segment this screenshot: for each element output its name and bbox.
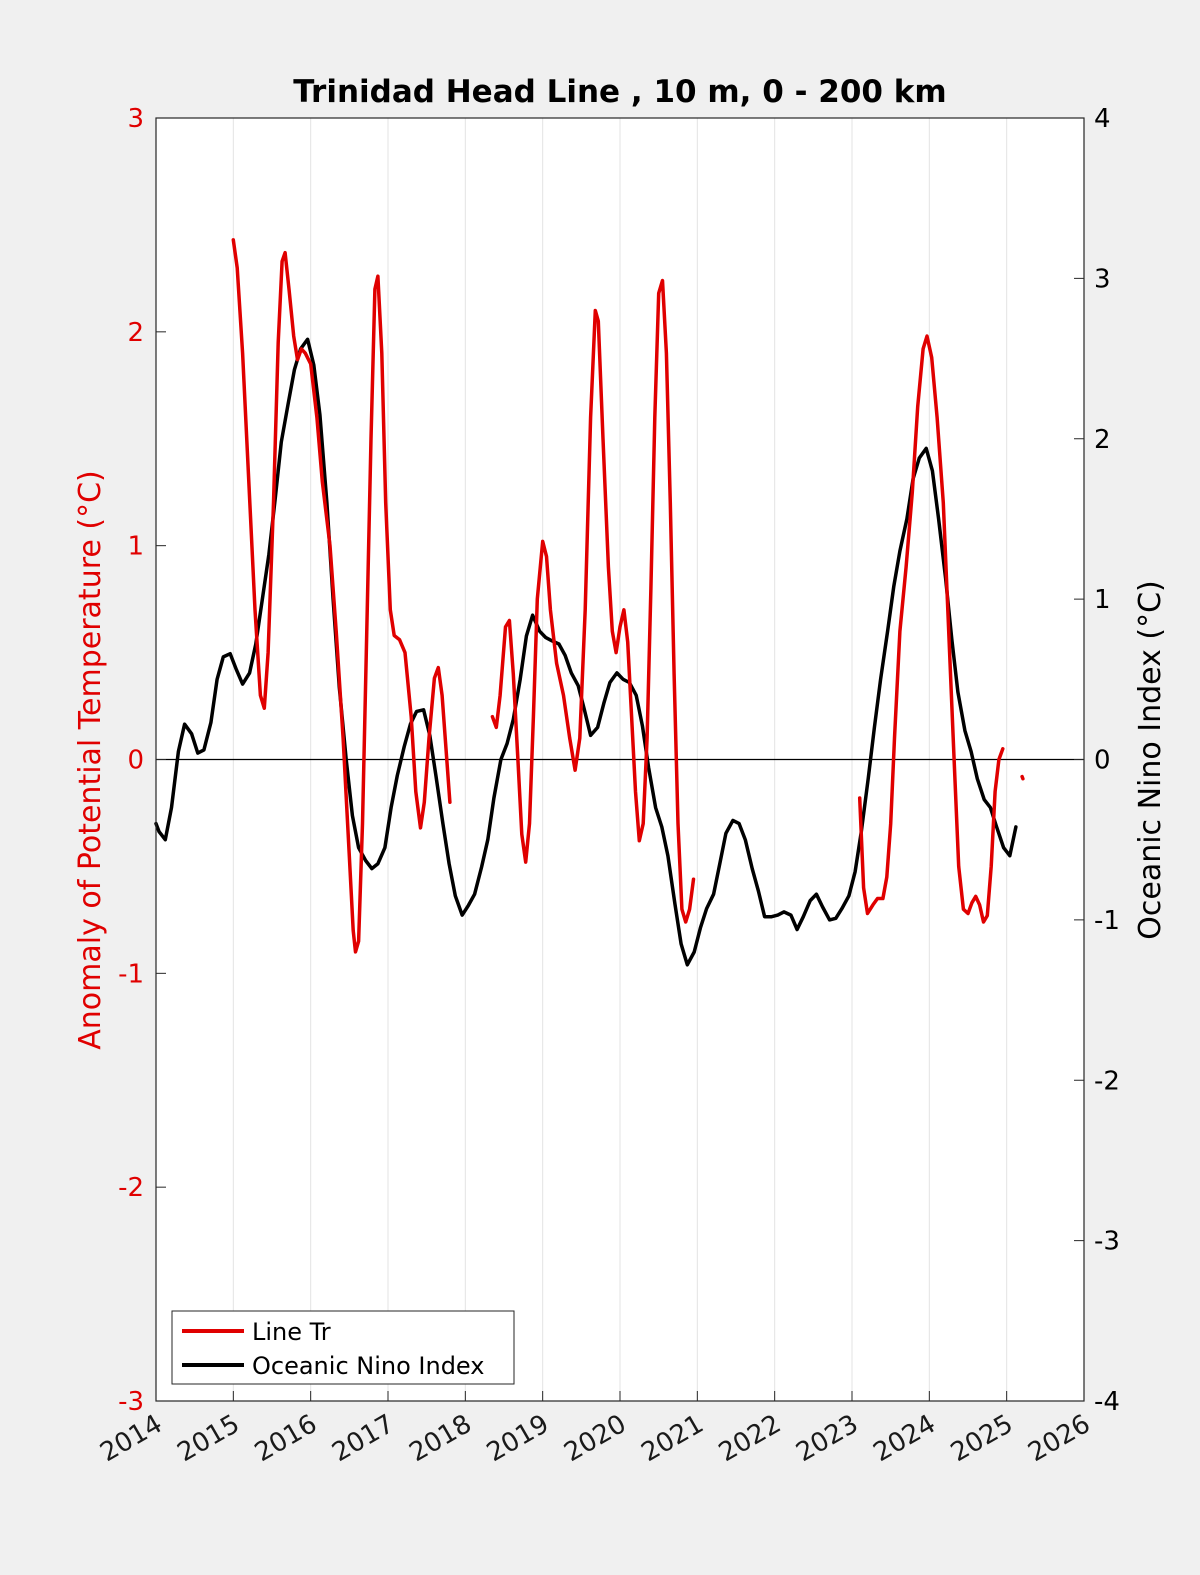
- y-right-tick-label: 4: [1094, 104, 1111, 134]
- y-right-tick-label: -2: [1094, 1066, 1120, 1096]
- legend-label-oni: Oceanic Nino Index: [252, 1352, 484, 1380]
- y-right-tick-label: 1: [1094, 585, 1111, 615]
- ticks: [155, 117, 1085, 1402]
- y-right-tick-label: -4: [1094, 1387, 1120, 1417]
- y-left-tick-label: 1: [127, 532, 144, 562]
- legend-box: [171, 1310, 515, 1385]
- series-layer: [154, 238, 1025, 967]
- y-right-tick-label: -3: [1094, 1227, 1120, 1257]
- series-line-line-tr: [1020, 774, 1025, 781]
- chart-title: Trinidad Head Line , 10 m, 0 - 200 km: [293, 74, 946, 110]
- legend: Line Tr Oceanic Nino Index: [171, 1310, 515, 1385]
- y-right-tick-labels: 4 3 2 1 0 -1 -2 -3 -4: [1094, 104, 1120, 1417]
- y-left-tick-label: 0: [127, 746, 144, 776]
- series-line-oceanic-nino-index: [154, 337, 1018, 967]
- series-line-line-tr: [231, 238, 452, 954]
- y-left-tick-label: 3: [127, 104, 144, 134]
- series-line-line-tr: [857, 334, 1005, 924]
- y-right-tick-label: 2: [1094, 425, 1111, 455]
- y-left-tick-label: -1: [118, 959, 144, 989]
- y-right-tick-label: 0: [1094, 746, 1111, 776]
- y-left-tick-label: -2: [118, 1173, 144, 1203]
- y-left-tick-label: -3: [118, 1387, 144, 1417]
- series-line-line-tr: [490, 278, 696, 924]
- y-left-axis-label: Anomaly of Potential Temperature (°C): [73, 470, 108, 1049]
- y-right-axis-label: Oceanic Nino Index (°C): [1133, 580, 1168, 940]
- y-right-tick-label: 3: [1094, 264, 1111, 294]
- y-left-tick-label: 2: [127, 318, 144, 348]
- y-left-tick-labels: 3 2 1 0 -1 -2 -3: [118, 104, 144, 1417]
- y-right-tick-label: -1: [1094, 906, 1120, 936]
- legend-label-line-tr: Line Tr: [252, 1318, 331, 1346]
